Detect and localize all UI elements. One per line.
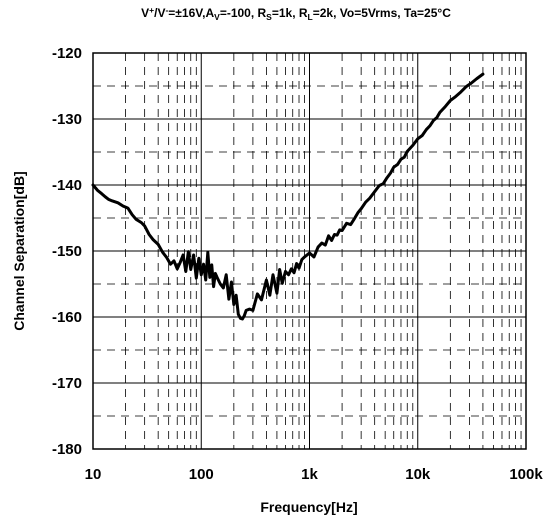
- chart-title: V+/V-=±16V,AV=-100, RS=1k, RL=2k, Vo=5Vr…: [141, 5, 451, 22]
- y-tick-label: -160: [52, 309, 82, 326]
- x-tick-label: 1k: [301, 466, 318, 483]
- y-tick-label: -180: [52, 441, 82, 458]
- y-tick-label: -170: [52, 375, 82, 392]
- y-tick-label: -150: [52, 243, 82, 260]
- series-line-1: [91, 72, 485, 321]
- series-layer: [91, 72, 485, 321]
- y-tick-labels: -120 -130 -140 -150 -160 -170 -180: [52, 45, 82, 458]
- x-tick-label: 10k: [405, 466, 431, 483]
- x-tick-labels: 10 100 1k 10k 100k: [85, 466, 544, 483]
- y-tick-label: -140: [52, 177, 82, 194]
- x-tick-label: 100: [189, 466, 214, 483]
- x-tick-label: 100k: [509, 466, 543, 483]
- y-tick-label: -120: [52, 45, 82, 62]
- y-axis-title: Channel Separation[dB]: [11, 171, 27, 330]
- y-tick-label: -130: [52, 111, 82, 128]
- x-axis-title: Frequency[Hz]: [260, 499, 357, 515]
- plot-frame: [92, 52, 527, 450]
- x-tick-label: 10: [85, 466, 102, 483]
